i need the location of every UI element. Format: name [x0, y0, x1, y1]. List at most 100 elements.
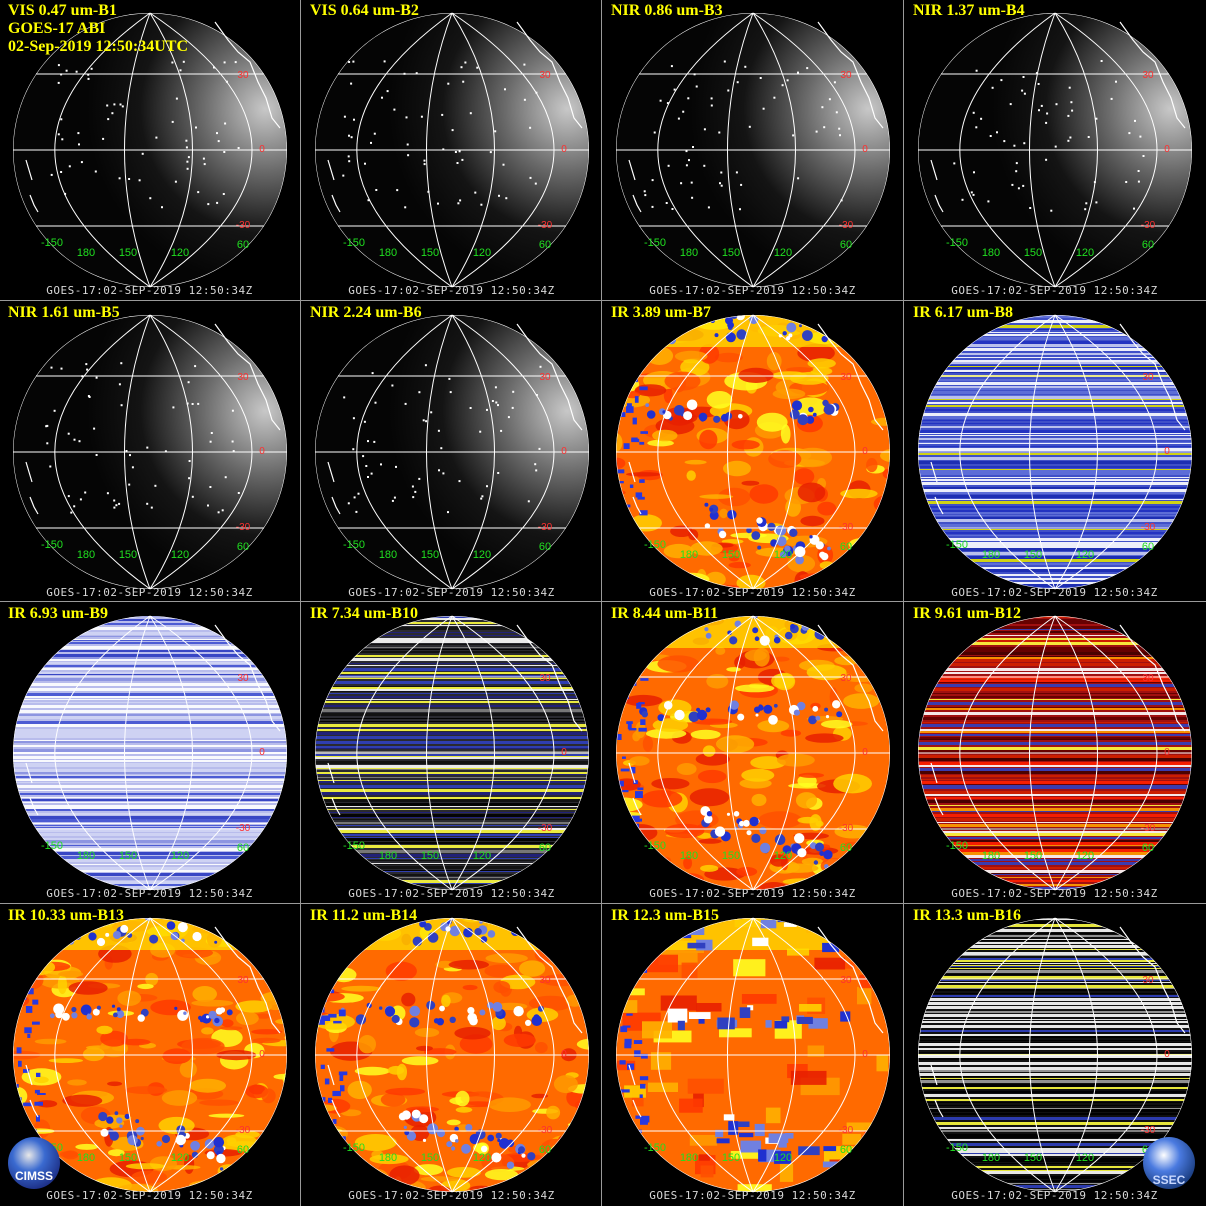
lat-label: 0: [862, 747, 868, 758]
lat-label: -30: [236, 823, 251, 834]
ssec-logo-text: SSEC: [1152, 1173, 1186, 1187]
lon-label: 180: [77, 549, 95, 561]
coastline-outline: [25, 926, 281, 1118]
lon-label: 180: [982, 1152, 1000, 1164]
lon-label: 60: [539, 842, 551, 854]
lon-label: -150: [644, 237, 666, 249]
panel-divider-horizontal: [0, 601, 1206, 602]
band-panel: 30 0 -30 -150 180 150 120 60 IR 6.17 um-B8 GOES-1…: [905, 302, 1204, 601]
earth-disk-image: [616, 315, 890, 589]
lat-label: 0: [862, 1049, 868, 1060]
lat-label: 30: [539, 673, 551, 684]
coastline-outline: [930, 624, 1186, 816]
lat-lon-grid: [918, 314, 1192, 590]
lat-label: 0: [1164, 144, 1170, 155]
coastline-outline: [930, 926, 1186, 1118]
lon-label: 150: [119, 850, 137, 862]
band-panel: 30 0 -30 -150 180 150 120 60 NIR 1.37 um-B4 GOES-…: [905, 0, 1204, 299]
lat-label: 0: [1164, 747, 1170, 758]
panel-divider-vertical: [601, 0, 602, 1206]
lon-label: 60: [840, 541, 852, 553]
lon-label: -150: [644, 1142, 666, 1154]
lon-label: 150: [722, 850, 740, 862]
timestamp-footer: GOES-17:02-SEP-2019 12:50:34Z: [46, 887, 253, 900]
timestamp-footer: GOES-17:02-SEP-2019 12:50:34Z: [348, 887, 555, 900]
lat-label: 0: [561, 1049, 567, 1060]
band-title: NIR 1.61 um-B5: [8, 304, 120, 321]
lon-label: 60: [539, 1144, 551, 1156]
lat-label: -30: [538, 522, 553, 533]
lon-label: 150: [722, 1152, 740, 1164]
ssec-logo: [1143, 1137, 1195, 1189]
lon-label: 120: [774, 1152, 792, 1164]
earth-disk-image: [918, 616, 1192, 890]
band-panel: 30 0 -30 -150 180 150 120 60 NIR 2.24 um-B6 GOES-…: [302, 302, 601, 601]
lon-label: -150: [343, 539, 365, 551]
lat-label: -30: [839, 220, 854, 231]
band-title: IR 10.33 um-B13: [8, 907, 125, 924]
lat-label: -30: [839, 522, 854, 533]
lat-label: 30: [840, 975, 852, 986]
lat-label: -30: [236, 1125, 251, 1136]
band-panel: 30 0 -30 -150 180 150 120 60 VIS 0.64 um-B2 GOES-…: [302, 0, 601, 299]
lon-label: 60: [237, 842, 249, 854]
timestamp-footer: GOES-17:02-SEP-2019 12:50:34Z: [649, 1189, 856, 1202]
lon-label: 120: [171, 549, 189, 561]
lon-label: 180: [77, 247, 95, 259]
coastline-outline: [628, 21, 884, 213]
coastline-outline: [628, 624, 884, 816]
band-panel: 30 0 -30 -150 180 150 120 60 IR 6.93 um-B9 GOES-1…: [0, 603, 299, 902]
lon-label: 60: [1142, 842, 1154, 854]
panel-divider-horizontal: [0, 903, 1206, 904]
band-title: VIS 0.64 um-B2: [310, 2, 419, 19]
band-title: IR 6.17 um-B8: [913, 304, 1014, 321]
timestamp-footer: GOES-17:02-SEP-2019 12:50:34Z: [46, 284, 253, 297]
lon-label: 180: [680, 1152, 698, 1164]
lon-label: 60: [1142, 239, 1154, 251]
cimss-logo: [8, 1137, 60, 1189]
timestamp-footer: GOES-17:02-SEP-2019 12:50:34Z: [348, 586, 555, 599]
lon-label: 150: [421, 549, 439, 561]
lon-label: 180: [77, 1152, 95, 1164]
lon-label: 60: [840, 239, 852, 251]
lon-label: 150: [119, 1152, 137, 1164]
lat-lon-grid: [616, 12, 890, 288]
lat-label: 0: [259, 144, 265, 155]
lon-label: 180: [379, 247, 397, 259]
lat-lon-grid: [315, 615, 589, 891]
lat-lon-grid: [315, 12, 589, 288]
band-panel: 30 0 -30 -150 180 150 120 60 IR 8.44 um-B11 GOES-…: [603, 603, 902, 902]
lat-label: 30: [539, 372, 551, 383]
lat-label: 0: [862, 144, 868, 155]
lat-label: 30: [237, 673, 249, 684]
band-title: IR 13.3 um-B16: [913, 907, 1022, 924]
earth-disk-image: [13, 616, 287, 890]
lon-label: 120: [1076, 850, 1094, 862]
lat-label: 30: [237, 70, 249, 81]
lat-label: -30: [1141, 522, 1156, 533]
lon-label: 150: [1024, 1152, 1042, 1164]
lat-label: -30: [839, 823, 854, 834]
lat-label: -30: [538, 1125, 553, 1136]
lon-label: 150: [119, 247, 137, 259]
band-panel: 30 0 -30 -150 180 150 120 60 IR 3.89 um-B7 GOES-1…: [603, 302, 902, 601]
lat-label: 30: [840, 673, 852, 684]
lat-label: -30: [236, 522, 251, 533]
lat-label: 30: [1142, 673, 1154, 684]
lon-label: -150: [946, 840, 968, 852]
lon-label: -150: [41, 237, 63, 249]
band-title: NIR 2.24 um-B6: [310, 304, 422, 321]
timestamp-footer: GOES-17:02-SEP-2019 12:50:34Z: [951, 887, 1158, 900]
lon-label: 60: [539, 541, 551, 553]
band-title: IR 6.93 um-B9: [8, 605, 109, 622]
lon-label: 120: [774, 549, 792, 561]
lat-label: -30: [839, 1125, 854, 1136]
lon-label: 60: [237, 541, 249, 553]
lat-lon-grid: [918, 615, 1192, 891]
timestamp-footer: GOES-17:02-SEP-2019 12:50:34Z: [951, 1189, 1158, 1202]
lon-label: -150: [343, 237, 365, 249]
